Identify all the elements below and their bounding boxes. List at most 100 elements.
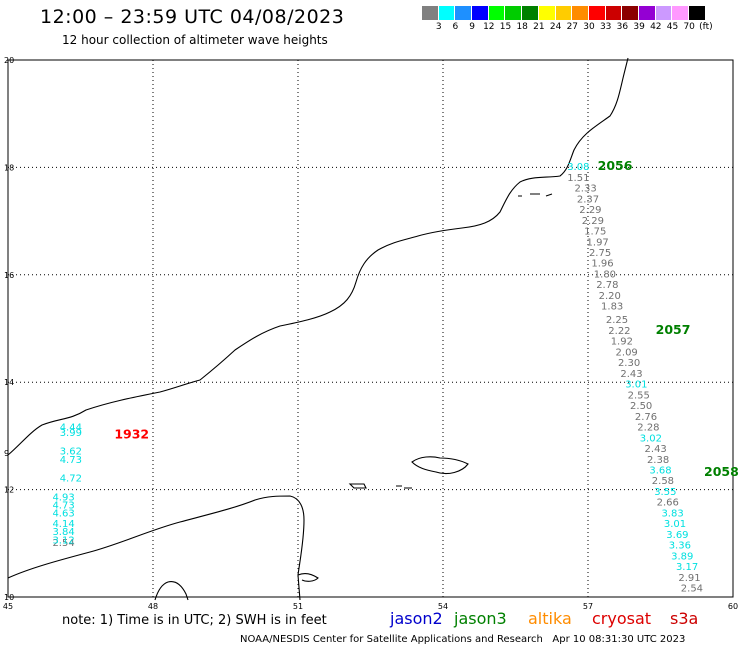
credit-line: NOAA/NESDIS Center for Satellite Applica… — [240, 634, 685, 645]
swh-value: 2.54 — [681, 584, 703, 595]
legend-swatch — [689, 6, 706, 20]
map-title: 12:00 – 23:59 UTC 04/08/2023 — [40, 6, 345, 28]
y-tick-label: 16 — [4, 271, 14, 280]
legend-label: 3 — [435, 22, 442, 32]
swh-value: 2.09 — [616, 347, 638, 358]
legend-label: (ft) — [699, 22, 713, 32]
x-tick-label: 51 — [293, 602, 303, 611]
swh-value: 2.25 — [606, 315, 628, 326]
legend-label: 6 — [452, 22, 459, 32]
swh-value: 3.62 — [60, 447, 82, 458]
island-samhah — [396, 485, 412, 489]
x-tick-label: 60 — [728, 602, 738, 611]
island-kuria — [518, 193, 553, 197]
satellite-s3a: s3a — [670, 609, 699, 628]
legend-swatch — [522, 6, 539, 20]
swh-value: 1.97 — [587, 237, 609, 248]
satellite-cryosat: cryosat — [592, 609, 652, 628]
coastline — [7, 57, 629, 601]
island-socotra — [411, 456, 469, 475]
legend-label: 39 — [633, 22, 645, 32]
swh-value: 2.50 — [630, 401, 652, 412]
legend-label: 24 — [549, 22, 562, 32]
swh-value: 3.17 — [676, 562, 698, 573]
swh-value: 1.51 — [567, 173, 589, 184]
legend-swatch — [655, 6, 673, 20]
legend-swatch — [438, 6, 456, 20]
legend-swatch — [538, 6, 556, 20]
coastline-somalia-lower — [154, 581, 189, 601]
swh-value: 2.43 — [645, 444, 667, 455]
swh-value: 2.37 — [577, 194, 599, 205]
legend-label: 12 — [483, 22, 495, 32]
satellite-jason2: jason2 — [390, 609, 443, 628]
coastline-somalia — [7, 495, 305, 601]
swh-value: 3.83 — [661, 508, 683, 519]
swh-value: 4.93 — [52, 492, 74, 503]
swh-value: 1.92 — [611, 337, 633, 348]
legend-label: 9 — [469, 22, 475, 32]
y-tick-label: 14 — [4, 378, 14, 387]
legend-swatch — [488, 6, 506, 20]
pass-time-label: 2057 — [656, 322, 691, 337]
legend-label: 18 — [516, 22, 528, 32]
legend-swatch — [572, 6, 589, 20]
swh-value: 3.69 — [666, 530, 688, 541]
legend-label: 36 — [616, 22, 629, 32]
legend-swatch — [455, 6, 473, 20]
swh-value: 4.73 — [60, 455, 82, 466]
swh-value: 3.01 — [625, 380, 647, 391]
swh-value: 3.68 — [649, 465, 671, 476]
swh-value: 3.12 — [52, 535, 74, 546]
legend-swatch — [622, 6, 639, 20]
swh-value: 2.20 — [599, 291, 621, 302]
swh-value: 2.78 — [596, 280, 618, 291]
swh-value: 4.14 — [52, 519, 74, 530]
satellite-altika: altika — [528, 609, 572, 628]
swh-value: 4.73 — [52, 500, 74, 511]
swh-value: 3.99 — [60, 428, 82, 439]
swh-value: 2.55 — [628, 390, 650, 401]
map-subtitle: 12 hour collection of altimeter wave hei… — [62, 33, 328, 47]
legend-label: 45 — [666, 22, 679, 32]
pass-labels: 1932 2056 2057 2058 — [114, 158, 738, 479]
swh-value: 3.08 — [567, 162, 589, 173]
swh-value: 3.84 — [52, 527, 74, 538]
swh-value: 1.83 — [601, 302, 623, 313]
x-tick-label: 54 — [438, 602, 448, 611]
map-grid — [7, 59, 734, 598]
swh-value: 2.38 — [647, 455, 669, 466]
legend-label: 33 — [599, 22, 612, 32]
y-tick-label: 10 — [4, 593, 14, 602]
swh-value: 2.58 — [652, 476, 674, 487]
swh-value: 1.75 — [584, 227, 606, 238]
swh-value: 4.63 — [52, 508, 74, 519]
legend-label: 70 — [683, 22, 695, 32]
legend-swatch — [605, 6, 623, 20]
swh-value: 2.29 — [579, 205, 601, 216]
track-values: 3.081.512.332.372.292.291.751.972.751.96… — [52, 162, 703, 595]
legend-swatch — [638, 6, 656, 20]
y-tick-label: 18 — [4, 163, 14, 172]
coastline-somalia-tip — [297, 573, 319, 582]
swh-value: 2.22 — [608, 326, 630, 337]
pass-time-label: 2058 — [704, 464, 739, 479]
color-legend — [422, 6, 706, 20]
legend-swatch — [672, 6, 689, 20]
swh-value: 2.66 — [657, 498, 679, 509]
swh-value: 1.80 — [594, 269, 616, 280]
swh-value: 2.43 — [620, 369, 642, 380]
swh-value: 1.96 — [591, 259, 613, 270]
swh-value: 2.76 — [635, 412, 657, 423]
generated-timestamp: Apr 10 08:31:30 UTC 2023 — [552, 634, 686, 645]
legend-label: 27 — [566, 22, 579, 32]
swh-value: 2.30 — [618, 358, 640, 369]
color-legend-labels: 3 6 9 12 15 18 21 24 27 30 33 36 39 42 45 70 (ft) — [422, 22, 740, 34]
swh-value: 3.01 — [664, 519, 686, 530]
swh-value: 2.29 — [582, 216, 604, 227]
swh-value: 4.72 — [60, 474, 82, 485]
island-abd-al-kuri — [348, 483, 367, 489]
units-note: note: 1) Time is in UTC; 2) SWH is in fe… — [62, 613, 327, 628]
swh-value: 2.91 — [678, 573, 700, 584]
